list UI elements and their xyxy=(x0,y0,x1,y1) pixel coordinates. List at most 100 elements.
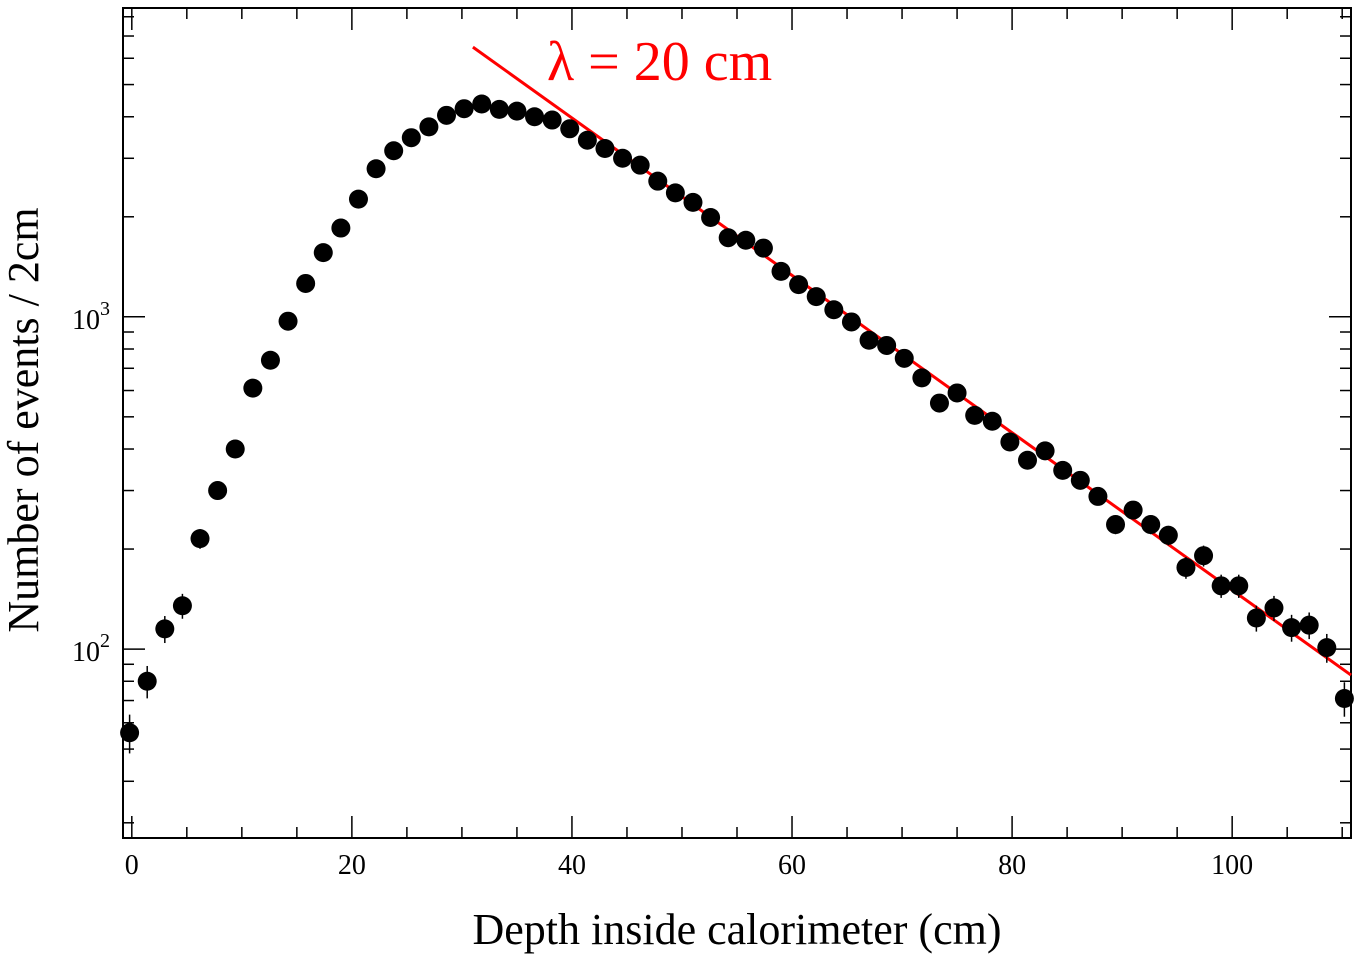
marker xyxy=(982,411,1002,431)
marker xyxy=(1141,515,1161,535)
data-point xyxy=(859,330,879,350)
marker xyxy=(1282,618,1302,638)
marker xyxy=(841,312,861,332)
data-point xyxy=(542,110,562,130)
data-point xyxy=(525,107,545,127)
marker xyxy=(1035,441,1055,461)
y-axis-ticks xyxy=(123,15,1351,824)
marker xyxy=(1070,470,1090,490)
y-axis-label: Number of events / 2cm xyxy=(0,207,48,632)
marker xyxy=(1317,638,1337,658)
marker xyxy=(1299,615,1319,635)
marker xyxy=(929,393,949,413)
marker xyxy=(912,368,932,388)
data-point xyxy=(701,208,721,228)
marker xyxy=(507,101,527,121)
data-point xyxy=(172,593,192,619)
marker xyxy=(1264,598,1284,618)
marker xyxy=(155,619,175,639)
marker xyxy=(736,230,756,250)
data-point xyxy=(1299,612,1319,640)
marker xyxy=(313,243,333,263)
data-point xyxy=(366,159,386,179)
marker xyxy=(542,110,562,130)
x-axis-tick-labels: 0 20 40 60 80 100 xyxy=(125,850,1253,881)
marker xyxy=(1334,688,1354,708)
data-point xyxy=(454,99,474,119)
y-tick-label: 102 xyxy=(72,630,110,668)
y-axis-tick-labels: 102 103 xyxy=(72,298,110,668)
data-point xyxy=(753,238,773,258)
data-point xyxy=(613,148,633,168)
x-tick-label: 80 xyxy=(998,850,1026,881)
data-point xyxy=(348,189,368,209)
data-point xyxy=(841,312,861,332)
marker xyxy=(683,192,703,212)
data-point xyxy=(718,228,738,248)
data-point xyxy=(1141,515,1161,535)
data-point xyxy=(1246,605,1266,632)
marker xyxy=(472,94,492,114)
marker xyxy=(190,529,210,549)
marker xyxy=(577,130,597,150)
marker xyxy=(894,348,914,368)
marker xyxy=(296,273,316,293)
data-point xyxy=(965,405,985,425)
data-points xyxy=(120,94,1354,754)
data-point xyxy=(630,155,650,175)
data-point xyxy=(437,105,457,125)
data-point xyxy=(771,261,791,281)
marker xyxy=(1158,525,1178,545)
data-point xyxy=(806,287,826,307)
data-point xyxy=(947,383,967,403)
data-point xyxy=(1282,614,1302,642)
data-point xyxy=(137,665,157,699)
marker xyxy=(437,105,457,125)
data-point xyxy=(313,243,333,263)
marker xyxy=(401,128,421,148)
marker xyxy=(225,439,245,459)
y-tick-label: 103 xyxy=(72,298,110,336)
marker xyxy=(1000,432,1020,452)
marker xyxy=(595,139,615,159)
marker xyxy=(1088,486,1108,506)
data-point xyxy=(1317,633,1337,663)
data-point xyxy=(1123,500,1143,520)
data-point xyxy=(1000,432,1020,452)
marker xyxy=(208,481,228,501)
marker xyxy=(331,218,351,238)
marker xyxy=(489,99,509,119)
marker xyxy=(1176,557,1196,577)
data-point xyxy=(894,348,914,368)
data-point xyxy=(1176,557,1196,579)
marker xyxy=(665,183,685,203)
data-point xyxy=(824,300,844,320)
data-point xyxy=(260,350,280,370)
data-point xyxy=(278,311,298,331)
marker xyxy=(348,189,368,209)
marker xyxy=(1053,460,1073,480)
data-point xyxy=(401,128,421,148)
data-point xyxy=(155,616,175,644)
data-point xyxy=(225,439,245,459)
marker xyxy=(384,141,404,161)
marker xyxy=(824,300,844,320)
marker xyxy=(454,99,474,119)
marker xyxy=(1123,500,1143,520)
data-point xyxy=(1035,441,1055,461)
marker xyxy=(243,378,263,398)
data-point xyxy=(1158,525,1178,546)
data-point xyxy=(665,183,685,203)
data-point xyxy=(877,335,897,355)
marker xyxy=(630,155,650,175)
data-point xyxy=(1264,595,1284,622)
data-point xyxy=(1053,460,1073,480)
marker xyxy=(965,405,985,425)
data-point xyxy=(296,273,316,293)
data-point xyxy=(384,141,404,161)
fit-annotation: λ = 20 cm xyxy=(547,31,772,93)
data-point xyxy=(1334,682,1354,717)
data-point xyxy=(120,714,140,754)
marker xyxy=(1194,546,1214,566)
